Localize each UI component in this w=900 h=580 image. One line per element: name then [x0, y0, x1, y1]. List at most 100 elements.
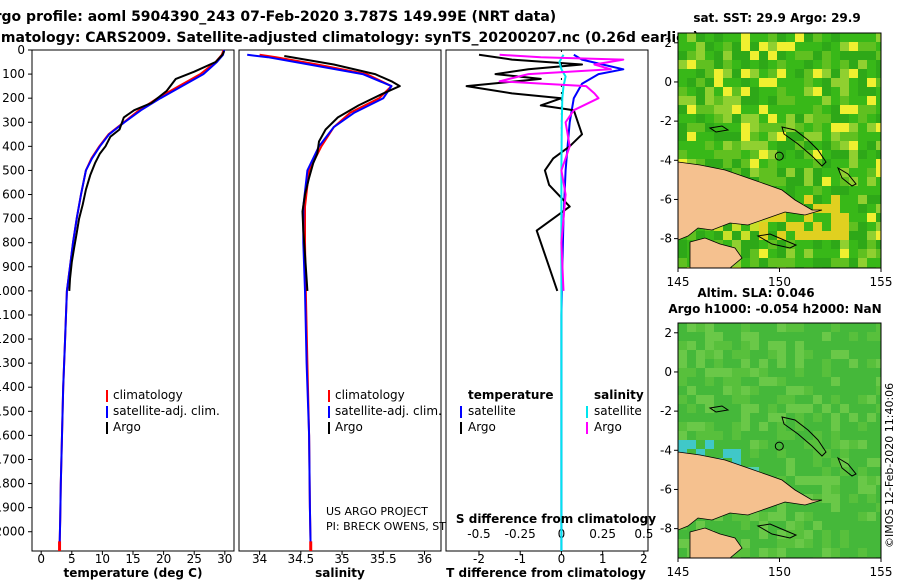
map-x-tick-label: 155	[870, 275, 893, 289]
map-cell	[741, 141, 750, 150]
map-cell	[822, 258, 831, 267]
map-cell	[678, 359, 687, 368]
map-cell	[723, 87, 732, 96]
map-cell	[849, 222, 858, 231]
map-cell	[867, 177, 876, 186]
map-cell	[750, 404, 759, 413]
map-cell	[786, 386, 795, 395]
map-cell	[705, 368, 714, 377]
map-cell	[687, 96, 696, 105]
map-cell	[678, 240, 687, 249]
map-cell	[777, 132, 786, 141]
map-cell	[804, 476, 813, 485]
map-cell	[714, 150, 723, 159]
island-coast	[756, 233, 798, 249]
x-tick-label: 5	[68, 552, 76, 566]
sla-map-title-line2: Argo h1000: -0.054 h2000: NaN	[668, 302, 881, 316]
map-cell	[831, 186, 840, 195]
map-cell	[705, 159, 714, 168]
map-cell	[840, 539, 849, 548]
map-cell	[831, 503, 840, 512]
map-cell	[867, 240, 876, 249]
map-cell	[705, 141, 714, 150]
map-cell	[840, 141, 849, 150]
map-cell	[876, 159, 881, 168]
map-cell	[876, 404, 881, 413]
map-cell	[795, 539, 804, 548]
legend-climatology-label: climatology	[335, 388, 405, 402]
map-y-tick-label: -2	[660, 404, 672, 418]
x-tick-label: -2	[473, 552, 485, 566]
map-cell	[813, 33, 822, 42]
y-tick-label: 400	[2, 139, 25, 153]
map-cell	[876, 476, 881, 485]
map-cell	[831, 105, 840, 114]
map-cell	[858, 476, 867, 485]
map-cell	[858, 87, 867, 96]
map-cell	[768, 33, 777, 42]
map-cell	[705, 377, 714, 386]
island-coast	[708, 125, 730, 133]
float-position-marker	[774, 441, 784, 451]
map-cell	[723, 150, 732, 159]
map-cell	[750, 332, 759, 341]
map-cell	[822, 467, 831, 476]
map-cell	[759, 222, 768, 231]
map-cell	[768, 512, 777, 521]
map-cell	[750, 512, 759, 521]
map-cell	[786, 431, 795, 440]
map-cell	[750, 249, 759, 258]
map-cell	[768, 132, 777, 141]
map-cell	[813, 222, 822, 231]
map-cell	[822, 359, 831, 368]
map-cell	[876, 204, 881, 213]
map-cell	[813, 240, 822, 249]
map-cell	[687, 231, 696, 240]
x-tick-label: 35	[334, 552, 349, 566]
sla-map-title-line1: Altim. SLA: 0.046	[697, 286, 814, 300]
map-cell	[876, 114, 881, 123]
map-cell	[822, 332, 831, 341]
map-cell	[678, 431, 687, 440]
map-cell	[732, 141, 741, 150]
map-cell	[858, 249, 867, 258]
map-cell	[705, 87, 714, 96]
map-cell	[750, 123, 759, 132]
map-cell	[831, 323, 840, 332]
map-cell	[696, 395, 705, 404]
map-cell	[795, 33, 804, 42]
map-cell	[750, 141, 759, 150]
map-cell	[849, 494, 858, 503]
map-cell	[768, 404, 777, 413]
map-cell	[714, 69, 723, 78]
map-cell	[768, 341, 777, 350]
map-cell	[813, 168, 822, 177]
map-cell	[777, 42, 786, 51]
map-cell	[741, 404, 750, 413]
southern-landmass	[689, 237, 743, 268]
y-tick-label: 200	[2, 91, 25, 105]
map-cell	[714, 231, 723, 240]
sst-map-panel: sat. SST: 29.9 Argo: 29.9 145 150 155 2 0 -2 -…	[660, 11, 892, 289]
map-cell	[813, 105, 822, 114]
map-cell	[732, 168, 741, 177]
map-cell	[813, 159, 822, 168]
map-cell	[795, 368, 804, 377]
map-cell	[867, 168, 876, 177]
map-cell	[858, 467, 867, 476]
map-cell	[750, 258, 759, 267]
map-cell	[876, 323, 881, 332]
map-cell	[678, 123, 687, 132]
map-cell	[678, 105, 687, 114]
map-cell	[840, 186, 849, 195]
x-tick-label: 15	[125, 552, 140, 566]
map-y-tick-label: 0	[664, 75, 672, 89]
y-tick-label: 0	[17, 43, 25, 57]
map-cell	[768, 96, 777, 105]
map-cell	[678, 422, 687, 431]
map-cell	[822, 69, 831, 78]
y-tick-label: 1000	[0, 284, 25, 298]
map-cell	[858, 60, 867, 69]
y-tick-label: 1600	[0, 428, 25, 442]
map-cell	[732, 105, 741, 114]
